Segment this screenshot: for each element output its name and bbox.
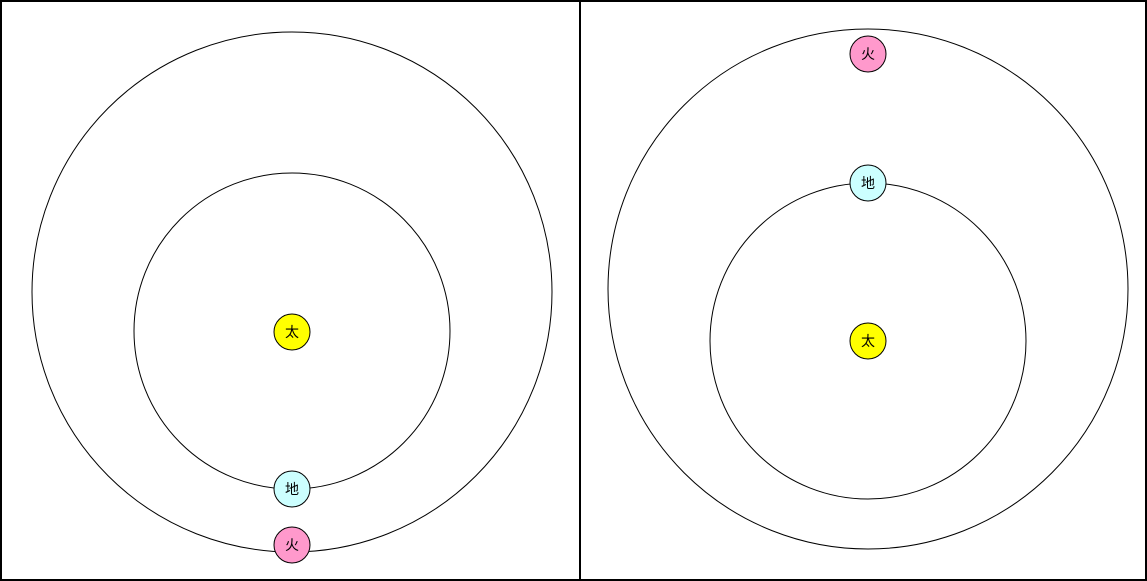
earth-marker — [849, 164, 887, 202]
earth-marker — [273, 470, 311, 508]
sun-label: 太 — [285, 325, 299, 341]
sun-marker — [273, 313, 311, 351]
mars: 火 — [849, 35, 887, 73]
mars-label: 火 — [285, 538, 299, 554]
sun: 太 — [273, 313, 311, 351]
sun-label: 太 — [861, 334, 875, 350]
mars-marker — [273, 526, 311, 564]
panel-left: 太 地 火 — [31, 31, 553, 564]
earth: 地 — [849, 164, 887, 202]
mars-label: 火 — [861, 47, 875, 63]
mars-marker — [849, 35, 887, 73]
sun-marker — [849, 322, 887, 360]
mars-orbit — [607, 28, 1129, 550]
panel-right: 太 地 火 — [607, 28, 1129, 550]
earth-label: 地 — [285, 482, 299, 498]
earth-label: 地 — [861, 176, 875, 192]
sun: 太 — [849, 322, 887, 360]
mars: 火 — [273, 526, 311, 564]
earth: 地 — [273, 470, 311, 508]
